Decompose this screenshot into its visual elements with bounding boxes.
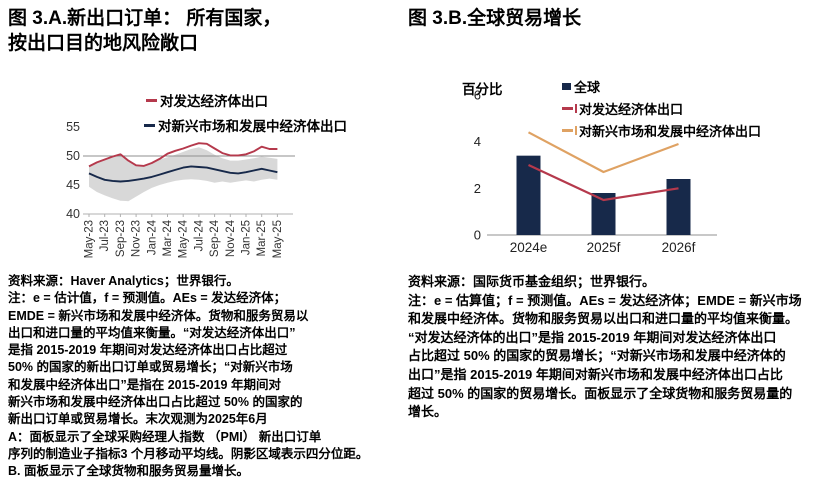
panel-a-note-line: B. 面板显示了全球货物和服务贸易量增长。 [8,464,249,479]
x-tick-label: May-25 [272,220,284,258]
y-tick-label: 0 [474,228,481,243]
ae-trade-line [528,164,679,202]
emde-trade-line-cap [575,126,577,135]
panel-b-note-line: 超过 50% 的国家的贸易增长。面板显示了全球货物和服务贸易量的 [408,385,793,401]
y-tick-label: 4 [474,134,481,149]
emde-trade-line-swatch [562,129,573,132]
global-bar [516,155,541,235]
x-tick-label: Nov-23 [131,220,143,257]
x-tick-label: Jan-24 [146,219,158,255]
x-tick-label: Jul-23 [99,220,111,251]
y-tick-label: 40 [66,207,80,221]
ae-trade-line-cap [575,104,577,113]
x-tick-label: Jul-24 [193,219,205,251]
y-tick-label: 55 [66,120,80,134]
panel-b-note-line: 注：e = 估算值；f = 预测值。AEs = 发达经济体；EMDE = 新兴市… [408,292,802,308]
panel-b-note-line: 增长。 [408,404,448,420]
panel-a-note-line: EMDE = 新兴市场和发展中经济体。货物和服务贸易以 [8,308,309,323]
x-tick-label: Mar-24 [162,219,174,256]
y-tick-label: 50 [66,149,80,163]
y-tick-label: 45 [66,178,80,192]
x-tick-label: Mar-25 [256,220,268,256]
panel-a-note-line: 50% 的国家的新出口订单或贸易增长；“对新兴市场 [8,360,293,375]
panel-b-legend: 全球 对发达经济体出口 对新兴市场和发展中经济体出口 [562,77,761,145]
panel-a-legend-item-ae: 对发达经济体出口 [146,90,347,110]
y-tick-label: 6 [474,88,481,103]
x-tick-label: May-23 [84,220,96,258]
emde-trade-legend-label: 对新兴市场和发展中经济体出口 [579,124,762,139]
iqr-band [89,147,278,202]
global-bar [666,179,691,235]
panel-b-note-line: 占比超过 50% 的国家的贸易增长；“对新兴市场和发展中经济体的 [408,348,786,364]
ae-line-swatch [146,98,157,102]
panel-b-source: 资料来源：国际货币基金组织；世界银行。 [408,274,656,289]
emde-line [88,165,278,183]
ae-line [88,142,278,168]
panel-b-plot: 6 4 2 0 2024e 2025f 2026f [474,88,717,255]
ae-trade-legend-label: 对发达经济体出口 [579,102,684,117]
global-bar-swatch [562,83,571,90]
panel-a-notes: 资料来源：Haver Analytics；世界银行。 注：e = 估计值，f =… [8,273,400,481]
global-legend-label: 全球 [574,80,601,95]
panel-a-title-line2: 按出口目的地风险敞口 [8,33,199,55]
x-tick-label: Sep-24 [209,219,221,257]
panel-a-legend-item-emde: 对新兴市场和发展中经济体出口 [144,115,347,135]
panel-a-note-line: 是指 2015-2019 年期间对发达经济体出口占比超过 [8,343,288,358]
x-category-label: 2025f [587,240,621,255]
panel-b-title: 图 3.B.全球贸易增长 [408,8,582,29]
panel-a-title-line1: 图 3.A.新出口订单： 所有国家， [8,8,282,29]
panel-b-ylabel: 百分比 [462,82,503,97]
ae-trade-line-swatch [562,107,573,110]
emde-line-swatch [144,123,155,127]
x-tick-label: Nov-24 [225,219,237,257]
emde-trade-line [527,131,679,174]
panel-a-note-line: 新兴市场和发展中经济体出口占比超过 50% 的国家的 [8,395,303,410]
panel-a-note-line: 新出口订单或贸易增长。末次观测为2025年6月 [8,412,268,427]
x-category-label: 2024e [510,240,548,255]
panel-a-note-line: 和发展中经济体出口”是指在 2015-2019 年期间对 [8,377,281,392]
panel-a-note-line: 出口和进口量的平均值来衡量。“对发达经济体出口” [8,325,296,340]
panel-a-plot: 55 50 45 40 May-23 Jul-23 Sep-23 Nov-23 Jan-24 Ma… [66,120,295,258]
panel-b-legend-item-emde: 对新兴市场和发展中经济体出口 [562,121,761,140]
x-category-label: 2026f [662,240,696,255]
panel-a-source: 资料来源：Haver Analytics；世界银行。 [8,274,239,288]
emde-legend-label: 对新兴市场和发展中经济体出口 [158,119,347,134]
panel-b-note-line: 和发展中经济体。货物和服务贸易以出口和进口量的平均值来衡量。 [408,311,799,327]
panel-a-note-line: 注：e = 估计值，f = 预测值。AEs = 发达经济体； [8,291,287,306]
panel-b-note-line: “对发达经济体的出口”是指 2015-2019 年期间对发达经济体出口 [408,329,777,345]
panel-b-notes: 资料来源：国际货币基金组织；世界银行。 注：e = 估算值；f = 预测值。AE… [408,273,840,422]
panel-b-legend-item-ae: 对发达经济体出口 [562,99,761,118]
x-tick-label: Jan-25 [241,220,253,255]
x-tick-label: May-24 [178,219,190,258]
panel-a-legend: 对发达经济体出口 对新兴市场和发展中经济体出口 [144,90,347,140]
y-tick-label: 2 [474,181,481,196]
panel-b-note-line: 出口”是指 2015-2019 年期间对新兴市场和发展中经济体出口占比 [408,366,783,382]
x-tick-label: Sep-23 [115,220,127,257]
ae-legend-label: 对发达经济体出口 [160,94,268,109]
panel-b-legend-item-global: 全球 [562,77,761,96]
panel-a-note-line: 序列的制造业子指标3 个月移动平均线。阴影区域表示四分位距。 [8,446,369,461]
panel-a-title: 图 3.A.新出口订单： 所有国家， 按出口目的地风险敞口 [8,6,281,56]
panel-a-note-line: A：面板显示了全球采购经理人指数 （PMI） 新出口订单 [8,429,322,444]
